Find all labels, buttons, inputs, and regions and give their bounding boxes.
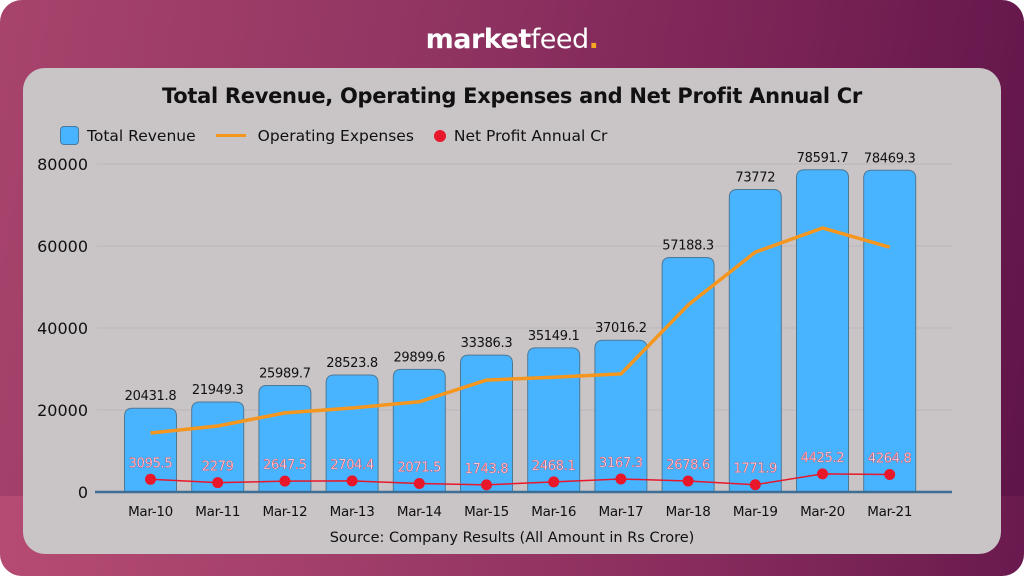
point-net-profit xyxy=(279,475,291,487)
net-profit-value-label: 2468.1 xyxy=(532,459,576,474)
legend-label: Total Revenue xyxy=(87,126,196,145)
x-tick-label: Mar-18 xyxy=(666,504,711,520)
x-tick-label: Mar-13 xyxy=(330,504,375,520)
point-net-profit xyxy=(212,477,224,489)
bar-total-revenue xyxy=(392,368,446,493)
point-net-profit xyxy=(413,478,425,490)
point-net-profit xyxy=(346,475,358,487)
bar-total-revenue xyxy=(325,374,379,493)
y-tick-label: 60000 xyxy=(37,237,88,256)
legend-item-total-revenue: Total Revenue xyxy=(60,126,196,145)
bar-total-revenue xyxy=(863,169,917,493)
legend-item-operating-expenses: Operating Expenses xyxy=(215,126,414,145)
x-tick-label: Mar-16 xyxy=(531,504,576,520)
bar-value-label: 78469.3 xyxy=(864,151,916,166)
point-net-profit xyxy=(615,473,627,485)
bar-value-label: 20431.8 xyxy=(125,389,177,404)
brand-logo-feed: feed xyxy=(530,24,589,55)
bar-total-revenue xyxy=(728,189,782,493)
point-net-profit xyxy=(749,479,761,491)
bar-value-label: 57188.3 xyxy=(662,239,714,254)
chart-title: Total Revenue, Operating Expenses and Ne… xyxy=(162,84,862,108)
bar-value-label: 37016.2 xyxy=(595,321,647,336)
x-tick-label: Mar-21 xyxy=(867,504,912,520)
y-tick-label: 40000 xyxy=(37,319,88,338)
legend-swatch-line-icon xyxy=(215,134,246,137)
y-tick-label: 20000 xyxy=(37,401,88,420)
brand-logo-market: market xyxy=(425,24,532,55)
net-profit-value-label: 2647.5 xyxy=(263,458,307,473)
bar-total-revenue xyxy=(527,347,581,493)
brand-logo-dot: . xyxy=(588,24,599,55)
point-net-profit xyxy=(884,469,896,481)
point-net-profit xyxy=(548,476,560,488)
x-tick-label: Mar-11 xyxy=(195,504,240,520)
bar-value-label: 35149.1 xyxy=(528,329,580,344)
bar-value-label: 78591.7 xyxy=(797,151,849,166)
legend-swatch-bar-icon xyxy=(60,126,79,145)
net-profit-value-label: 2704.4 xyxy=(330,458,374,473)
bar-value-label: 25989.7 xyxy=(259,366,311,381)
net-profit-value-label: 3095.5 xyxy=(129,456,173,471)
point-net-profit xyxy=(481,479,492,491)
line-operating-expenses xyxy=(150,226,891,435)
net-profit-value-label: 1771.9 xyxy=(733,462,777,477)
y-tick-label: 0 xyxy=(78,483,88,502)
net-profit-value-label: 3167.3 xyxy=(599,456,643,471)
bar-value-label: 29899.6 xyxy=(393,350,445,365)
net-profit-value-label: 2678.6 xyxy=(666,458,710,473)
line-net-profit xyxy=(150,473,890,486)
net-profit-value-label: 2279 xyxy=(202,460,234,475)
bar-value-label: 33386.3 xyxy=(461,336,513,351)
bar-total-revenue xyxy=(124,407,177,493)
source-note: Source: Company Results (All Amount in R… xyxy=(329,530,695,546)
x-tick-label: Mar-10 xyxy=(128,504,173,520)
net-profit-value-label: 2071.5 xyxy=(397,461,441,476)
legend-swatch-dot-icon xyxy=(433,129,446,142)
legend-label: Net Profit Annual Cr xyxy=(453,126,608,145)
chart-legend: Total Revenue Operating Expenses Net Pro… xyxy=(60,126,627,145)
bar-value-label: 21949.3 xyxy=(192,383,244,398)
bar-value-label: 73772 xyxy=(735,171,775,186)
point-net-profit xyxy=(145,473,156,485)
bar-value-label: 28523.8 xyxy=(326,356,378,371)
point-net-profit xyxy=(817,468,828,480)
x-tick-label: Mar-20 xyxy=(800,504,845,520)
point-net-profit xyxy=(682,475,694,487)
legend-label: Operating Expenses xyxy=(257,126,414,145)
bar-total-revenue xyxy=(796,169,849,493)
x-tick-label: Mar-17 xyxy=(598,504,643,520)
y-tick-label: 80000 xyxy=(37,155,88,174)
x-tick-label: Mar-15 xyxy=(464,504,509,520)
net-profit-value-label: 4264.8 xyxy=(868,452,912,467)
x-tick-label: Mar-19 xyxy=(733,504,778,520)
x-tick-label: Mar-12 xyxy=(262,504,307,520)
net-profit-value-label: 4425.2 xyxy=(801,451,845,466)
brand-logo: marketfeed. xyxy=(0,24,1024,55)
x-tick-label: Mar-14 xyxy=(397,504,442,520)
net-profit-value-label: 1743.8 xyxy=(465,462,509,477)
legend-item-net-profit: Net Profit Annual Cr xyxy=(433,126,608,145)
bar-total-revenue xyxy=(460,354,513,493)
